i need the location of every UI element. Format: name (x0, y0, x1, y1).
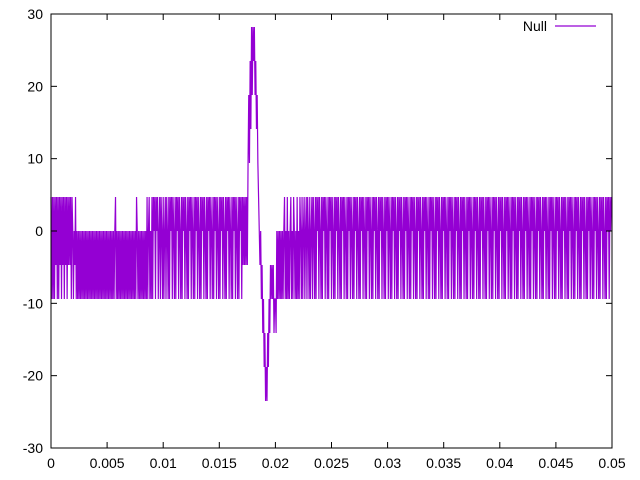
plot-data-layer (50, 27, 612, 401)
y-tick-label: -30 (23, 440, 43, 456)
y-tick-label: 10 (27, 151, 43, 167)
x-tick-label: 0.03 (374, 455, 401, 471)
x-tick-label: 0 (47, 455, 55, 471)
x-tick-label: 0.005 (90, 455, 125, 471)
y-tick-label: -20 (23, 368, 43, 384)
y-tick-label: 0 (35, 223, 43, 239)
x-tick-label: 0.02 (262, 455, 289, 471)
x-tick-label: 0.035 (426, 455, 461, 471)
y-tick-label: -10 (23, 295, 43, 311)
x-tick-label: 0.04 (486, 455, 513, 471)
legend-label: Null (523, 18, 547, 34)
axis-ticks: 0 0.005 0.01 0.015 0.02 0.025 0.03 0.035 0.04 0.0… (23, 6, 626, 471)
series-line-null (50, 27, 612, 401)
y-tick-label: 30 (27, 6, 43, 22)
x-tick-label: 0.05 (598, 455, 625, 471)
x-tick-label: 0.015 (202, 455, 237, 471)
legend: Null (523, 18, 596, 34)
x-tick-label: 0.01 (150, 455, 177, 471)
y-tick-label: 20 (27, 78, 43, 94)
x-tick-label: 0.045 (538, 455, 573, 471)
x-tick-label: 0.025 (314, 455, 349, 471)
